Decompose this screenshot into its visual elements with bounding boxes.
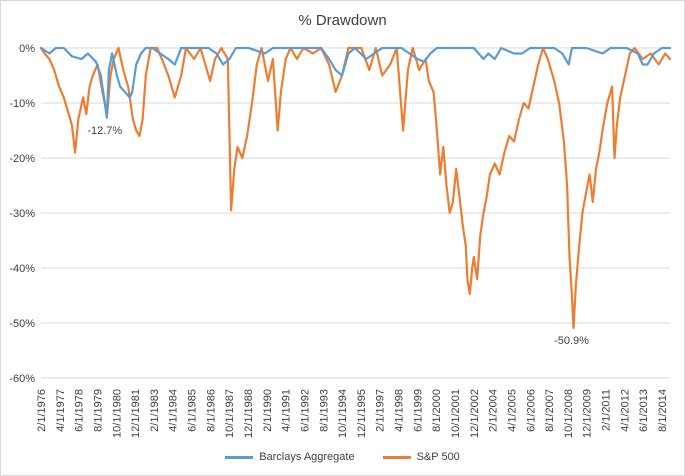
x-tick-label: 4/1/2005 bbox=[506, 389, 518, 432]
x-tick-label: 12/1/2002 bbox=[469, 389, 481, 438]
chart-title: % Drawdown bbox=[298, 12, 387, 29]
x-tick-label: 12/1/2009 bbox=[582, 389, 594, 438]
gridlines bbox=[41, 47, 670, 379]
data-label: -50.9% bbox=[554, 335, 589, 347]
legend-label-sp500: S&P 500 bbox=[416, 451, 460, 463]
y-tick-label: -20% bbox=[9, 153, 35, 165]
y-tick-label: -60% bbox=[9, 373, 35, 385]
x-tick-label: 8/1/2000 bbox=[431, 389, 443, 432]
legend-label-barclays: Barclays Aggregate bbox=[259, 451, 355, 463]
legend-swatch-barclays bbox=[225, 455, 254, 459]
legend: Barclays Aggregate S&P 500 bbox=[0, 451, 685, 463]
x-tick-label: 8/1/1993 bbox=[318, 389, 330, 432]
y-tick-label: -30% bbox=[9, 208, 35, 220]
x-tick-label: 10/1/1987 bbox=[224, 389, 236, 438]
y-tick-label: -50% bbox=[9, 318, 35, 330]
y-axis-ticks: 0% -10% -20% -30% -40% -50% -60% bbox=[9, 43, 35, 385]
x-tick-label: 10/1/2001 bbox=[450, 389, 462, 438]
x-tick-label: 8/1/1986 bbox=[205, 389, 217, 432]
y-tick-label: -40% bbox=[9, 263, 35, 275]
x-tick-label: 8/1/1979 bbox=[92, 389, 104, 432]
x-tick-label: 8/1/2007 bbox=[544, 389, 556, 432]
x-tick-label: 6/1/2006 bbox=[525, 389, 537, 432]
data-label: -12.7% bbox=[87, 125, 122, 137]
x-tick-label: 6/1/1992 bbox=[299, 389, 311, 432]
series-line-barclays bbox=[39, 46, 672, 119]
x-tick-label: 6/1/2013 bbox=[638, 389, 650, 432]
legend-item-sp500: S&P 500 bbox=[382, 451, 460, 463]
x-tick-label: 4/1/1998 bbox=[394, 389, 406, 432]
x-tick-label: 2/1/1990 bbox=[262, 389, 274, 432]
y-tick-label: -10% bbox=[9, 98, 35, 110]
x-tick-label: 2/1/1983 bbox=[149, 389, 161, 432]
x-tick-label: 2/1/1976 bbox=[36, 389, 48, 432]
y-tick-label: 0% bbox=[19, 43, 35, 55]
x-tick-label: 4/1/1977 bbox=[55, 389, 67, 432]
x-tick-label: 6/1/1999 bbox=[412, 389, 424, 432]
x-tick-label: 12/1/1995 bbox=[356, 389, 368, 438]
x-tick-label: 8/1/2014 bbox=[657, 389, 669, 432]
x-tick-label: 12/1/1988 bbox=[243, 389, 255, 438]
series-lines bbox=[39, 46, 672, 329]
x-tick-label: 2/1/2011 bbox=[601, 389, 613, 431]
x-tick-label: 6/1/1978 bbox=[74, 389, 86, 432]
x-tick-label: 2/1/1997 bbox=[375, 389, 387, 432]
x-tick-label: 2/1/2004 bbox=[488, 389, 500, 432]
annotations: -12.7% -50.9% bbox=[87, 125, 589, 347]
legend-swatch-sp500 bbox=[382, 455, 411, 459]
x-tick-label: 4/1/1991 bbox=[281, 389, 293, 432]
x-tick-label: 6/1/1985 bbox=[187, 389, 199, 432]
legend-item-barclays: Barclays Aggregate bbox=[225, 451, 355, 463]
x-tick-label: 10/1/1994 bbox=[337, 389, 349, 438]
x-tick-label: 12/1/1981 bbox=[130, 389, 142, 438]
series-line-sp500 bbox=[39, 46, 672, 329]
x-tick-label: 4/1/1984 bbox=[168, 389, 180, 432]
x-axis-ticks: 2/1/1976 4/1/1977 6/1/1978 8/1/1979 10/1/198… bbox=[36, 389, 669, 438]
x-tick-label: 10/1/1980 bbox=[111, 389, 123, 438]
x-tick-label: 10/1/2008 bbox=[563, 389, 575, 438]
x-tick-label: 4/1/2012 bbox=[619, 389, 631, 432]
